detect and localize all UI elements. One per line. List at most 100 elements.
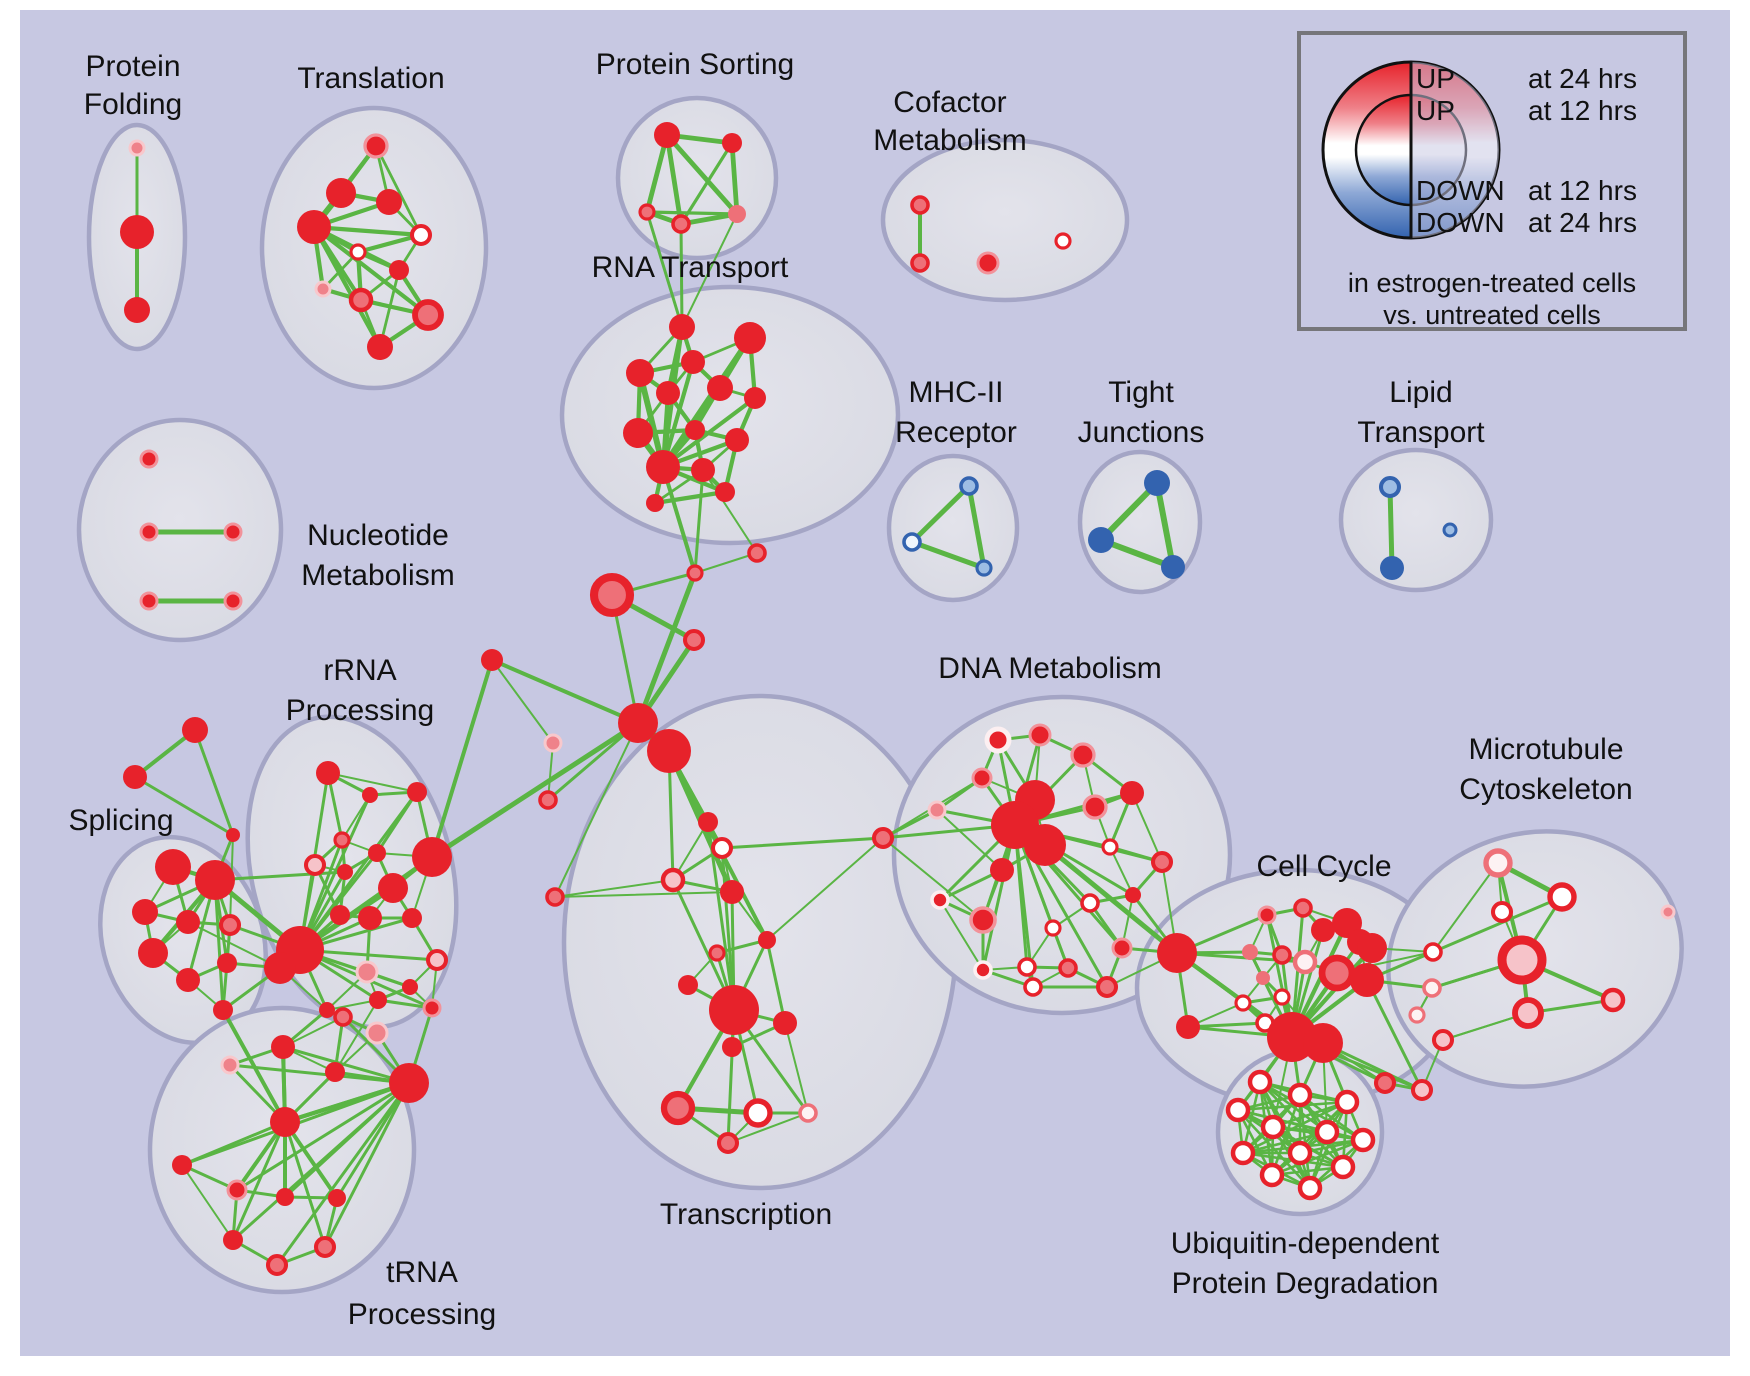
network-node [1490,900,1514,924]
network-node [1660,904,1676,920]
network-node [720,880,744,904]
edge [231,1081,411,1242]
network-node [1547,882,1577,912]
cluster-ellipse-cofactor-metabolism [880,137,1130,303]
network-node [1242,944,1258,960]
edge [378,268,401,349]
network-node [378,873,408,903]
network-node [425,948,449,972]
edge [720,846,736,1012]
network-node [910,253,930,273]
legend-up-12-dir: UP [1416,95,1455,126]
network-node [218,913,242,937]
network-node [976,251,1000,275]
network-node [1408,1006,1426,1024]
network-node [176,968,200,992]
network-node [316,761,340,785]
network-node [1293,898,1313,918]
network-node [1058,958,1078,978]
network-node [330,905,350,925]
edge [1270,1100,1349,1177]
edge [554,722,639,898]
network-node [691,458,715,482]
network-node [758,931,776,949]
network-node [1311,918,1335,942]
cluster-label-rna-transport: RNA Transport [592,251,789,284]
network-node [1318,954,1356,992]
edge [181,1164,234,1241]
network-node [412,837,452,877]
edge [298,793,372,952]
edge [491,659,554,744]
network-node [314,280,332,298]
legend-caption-line2: vs. untreated cells [1383,300,1601,330]
network-node [1247,1069,1273,1095]
edge [981,823,1017,972]
edge [323,1081,411,1249]
edge [694,552,758,574]
edge [664,132,684,227]
edge [283,1120,327,1249]
edge [729,140,740,217]
network-node [969,906,997,934]
network-node [715,482,735,502]
edge [187,921,281,969]
network-node [1330,1154,1356,1180]
network-node [990,858,1014,882]
network-node [195,860,235,900]
legend-down-24-time: at 24 hrs [1528,207,1637,238]
edge [1098,480,1160,543]
edge [644,132,670,215]
network-node [1442,522,1458,538]
network-node [348,287,374,313]
network-node [1157,933,1197,973]
network-node [1314,1119,1340,1145]
network-node [626,359,654,387]
edge [1131,792,1163,863]
cluster-labels-layer: Protein Folding Translation Protein Sorting… [68,48,1632,1331]
network-node [910,195,930,215]
network-node [1350,963,1384,997]
network-node [654,122,680,148]
network-node [710,836,734,860]
network-node [182,717,208,743]
network-node [368,844,386,862]
legend-caption-line1: in estrogen-treated cells [1348,268,1636,298]
network-node [402,908,422,928]
edge [720,836,885,850]
network-node [1272,945,1292,965]
network-node [971,767,993,789]
network-node [1350,1127,1376,1153]
edge [966,483,987,571]
edge [727,1112,809,1144]
network-node [1292,949,1318,975]
network-node [128,139,146,157]
network-node [1380,556,1404,580]
network-node [1070,742,1096,768]
network-node [545,887,565,907]
network-node [132,899,158,925]
network-node [124,297,150,323]
edge [784,1022,809,1114]
cluster-label-cofactor-metabolism: Cofactor Metabolism [873,86,1026,157]
edge [664,132,740,217]
edge [1186,1021,1267,1029]
network-node [728,205,746,223]
network-node [646,494,664,512]
network-node [1024,824,1066,866]
network-node [328,1189,346,1207]
edge [766,837,884,941]
network-node [1497,935,1547,985]
network-node [333,831,351,849]
network-node [669,314,695,340]
legend-up-12-time: at 12 hrs [1528,95,1637,126]
network-node [1260,1114,1286,1140]
network-node [369,991,387,1009]
network-node [708,944,726,962]
legend-up-24-time: at 24 hrs [1528,63,1637,94]
edge [693,468,705,575]
network-node [1150,850,1174,874]
edge [133,775,235,837]
network-node [355,960,379,984]
network-node [1028,723,1052,747]
